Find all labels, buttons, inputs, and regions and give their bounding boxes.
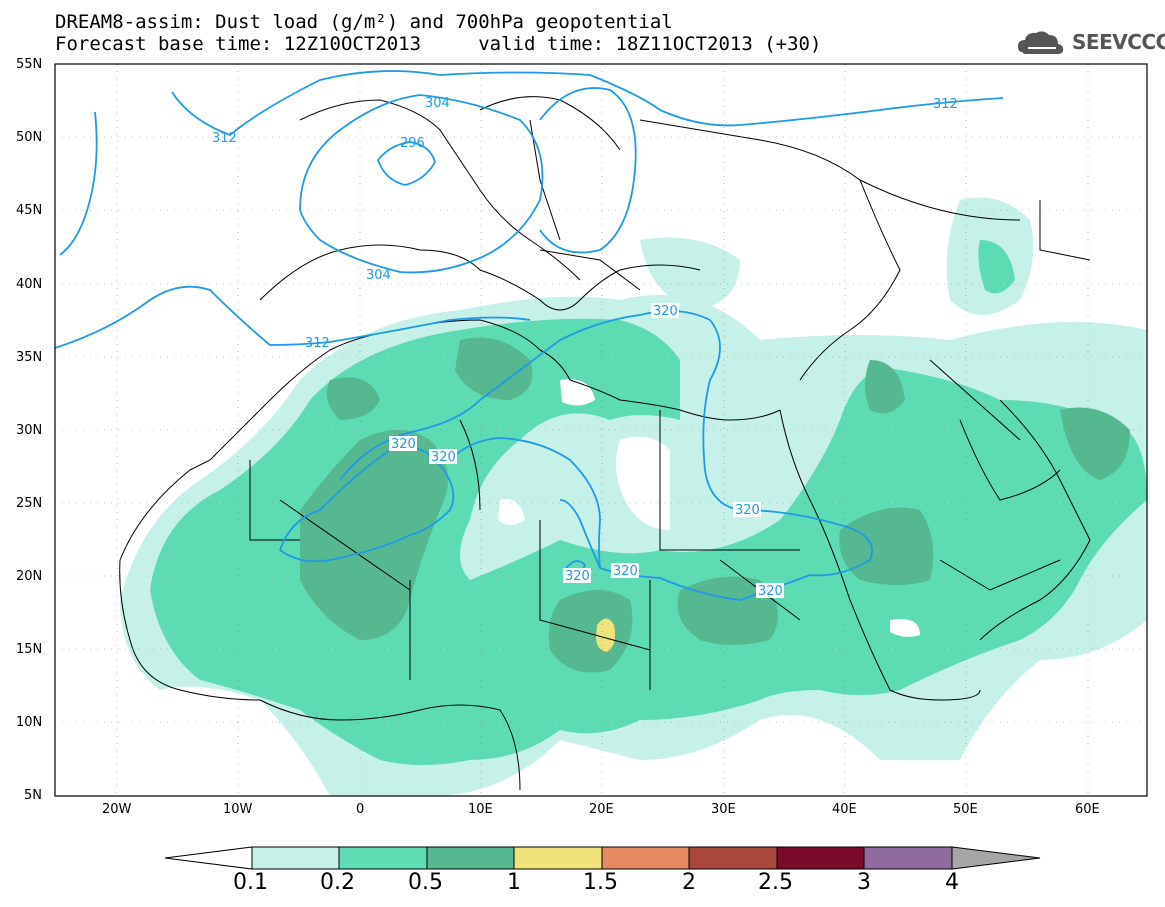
colorbar-label: 1	[507, 870, 521, 895]
geopotential-contours	[55, 70, 1004, 601]
lon-label: 20E	[589, 802, 614, 817]
contour-label: 320	[565, 569, 590, 584]
colorbar-swatch	[338, 846, 428, 870]
colorbar-label: 0.2	[320, 870, 355, 895]
lat-label: 45N	[16, 203, 43, 218]
colorbar-label: 0.1	[233, 870, 268, 895]
graticule	[55, 64, 1147, 796]
lon-label: 0	[356, 802, 365, 817]
lon-label: 10W	[223, 802, 253, 817]
contour-label: 304	[425, 96, 450, 111]
contour-label: 320	[391, 437, 416, 452]
contour-label: 304	[366, 268, 391, 283]
map-title: DREAM8-assim: Dust load (g/m²) and 700hP…	[55, 11, 673, 33]
lat-label: 5N	[24, 788, 42, 803]
colorbar-upper-arrow	[951, 846, 1041, 870]
contour-labels: 312 304 296 304 312 312 320 320 320 320 …	[212, 96, 958, 599]
lat-label: 10N	[16, 715, 43, 730]
contour-label: 296	[400, 136, 425, 151]
lat-label: 20N	[16, 569, 43, 584]
colorbar-label: 3	[857, 870, 871, 895]
colorbar-lower-arrow	[164, 846, 253, 870]
colorbar-swatch	[601, 846, 690, 870]
lat-label: 40N	[16, 277, 43, 292]
lon-label: 10E	[468, 802, 493, 817]
contour-label: 320	[653, 304, 678, 319]
colorbar-label: 0.5	[408, 870, 443, 895]
colorbar	[164, 846, 1041, 870]
contour-label: 320	[735, 503, 760, 518]
lon-label: 40E	[832, 802, 857, 817]
colorbar-swatch	[863, 846, 953, 870]
colorbar-label: 4	[945, 870, 959, 895]
contour-label: 312	[933, 97, 958, 112]
colorbar-label: 2	[682, 870, 696, 895]
colorbar-label: 1.5	[583, 870, 618, 895]
lat-label: 25N	[16, 496, 43, 511]
logo-text: SEEVCCC	[1072, 30, 1165, 54]
cloud-logo-icon	[1018, 31, 1064, 54]
coastlines	[119, 96, 1091, 791]
lat-label: 55N	[16, 57, 43, 72]
lon-label: 60E	[1075, 802, 1100, 817]
contour-label: 312	[212, 131, 237, 146]
colorbar-swatch	[251, 846, 340, 870]
lat-label: 35N	[16, 350, 43, 365]
contour-label: 312	[305, 336, 330, 351]
contour-label: 320	[431, 450, 456, 465]
colorbar-swatch	[688, 846, 778, 870]
lon-label: 20W	[102, 802, 132, 817]
colorbar-swatch	[776, 846, 865, 870]
colorbar-swatch	[426, 846, 515, 870]
lon-label: 30E	[711, 802, 736, 817]
map-frame	[54, 63, 1148, 797]
contour-label: 320	[613, 564, 638, 579]
colorbar-swatch	[513, 846, 603, 870]
lat-label: 15N	[16, 642, 43, 657]
map-subtitle: Forecast base time: 12Z10OCT2013 valid t…	[55, 33, 822, 55]
lat-label: 30N	[16, 423, 43, 438]
lat-label: 50N	[16, 130, 43, 145]
colorbar-label: 2.5	[758, 870, 793, 895]
contour-label: 320	[758, 584, 783, 599]
lon-label: 50E	[953, 802, 978, 817]
dust-band-heavy	[300, 337, 1130, 673]
dust-band-peak	[596, 618, 616, 652]
